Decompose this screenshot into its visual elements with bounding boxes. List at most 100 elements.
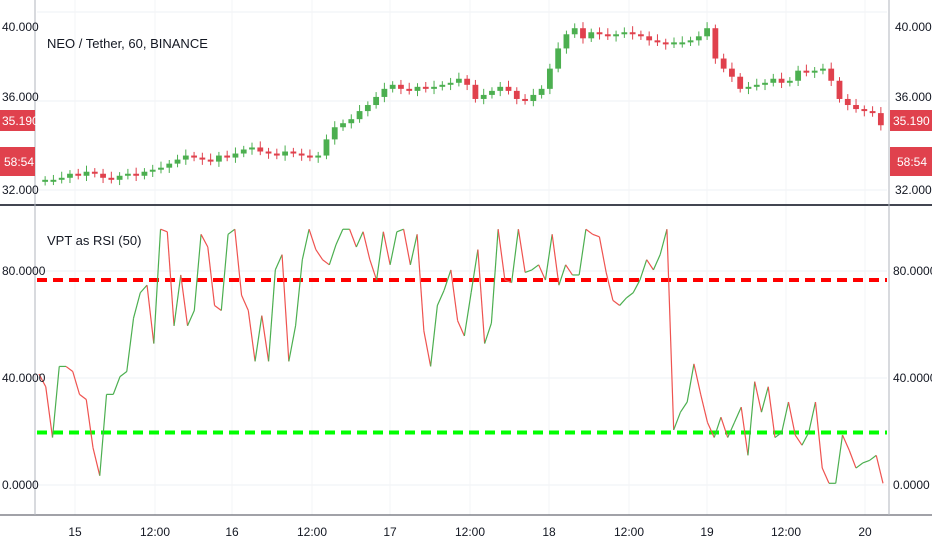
rsi-line-segment bbox=[794, 434, 803, 446]
rsi-line-segment bbox=[328, 244, 337, 265]
rsi-line-segment bbox=[45, 386, 54, 438]
rsi-line-segment bbox=[781, 401, 790, 433]
candle-body bbox=[91, 171, 98, 174]
indicator-pane[interactable] bbox=[37, 228, 887, 484]
rsi-line-segment bbox=[787, 401, 796, 436]
candle-body bbox=[737, 76, 744, 89]
grid-lines bbox=[37, 0, 887, 515]
candle-body bbox=[786, 80, 793, 83]
rsi-line-segment bbox=[254, 315, 263, 362]
rsi-line-segment bbox=[416, 234, 425, 331]
rsi-line-segment bbox=[801, 432, 810, 446]
rsi-line-segment bbox=[450, 269, 459, 321]
rsi-line-segment bbox=[369, 259, 378, 281]
rsi-line-segment bbox=[619, 297, 627, 306]
price-tick-right-1: 36.000 bbox=[895, 90, 932, 104]
last-price-label-bg bbox=[890, 110, 932, 131]
rsi-line-segment bbox=[598, 236, 607, 273]
rsi-line-segment bbox=[153, 229, 162, 344]
candle-body bbox=[398, 84, 404, 89]
candle-body bbox=[472, 84, 479, 99]
rsi-line-segment bbox=[666, 229, 675, 430]
rsi-line-segment bbox=[740, 406, 749, 456]
candle-body bbox=[75, 173, 82, 176]
candle-body bbox=[778, 78, 785, 83]
rsi-line-segment bbox=[214, 304, 222, 312]
rsi-line-segment bbox=[362, 231, 371, 260]
rsi-line-segment bbox=[835, 434, 844, 484]
candle-body bbox=[307, 155, 313, 158]
rsi-line-segment bbox=[403, 229, 411, 265]
rsi-line-segment bbox=[65, 365, 74, 372]
candle-body bbox=[497, 86, 504, 91]
rsi-line-segment bbox=[38, 373, 47, 388]
rsi-line-segment bbox=[247, 310, 256, 362]
candle-body bbox=[877, 113, 884, 126]
candle-body bbox=[522, 98, 528, 101]
rsi-line-segment bbox=[173, 274, 182, 326]
candle-body bbox=[58, 177, 65, 180]
rsi-line-segment bbox=[760, 386, 769, 413]
rsi-line-segment bbox=[79, 393, 87, 400]
candle-body bbox=[42, 179, 49, 182]
rsi-line-segment bbox=[733, 406, 742, 423]
rsi-line-segment bbox=[267, 269, 276, 362]
candle-body bbox=[431, 86, 437, 89]
rsi-line-segment bbox=[821, 467, 830, 484]
rsi-line-segment bbox=[538, 264, 546, 281]
rsi-line-segment bbox=[423, 330, 432, 367]
time-axis[interactable]: 15 12:00 16 12:00 17 12:00 18 12:00 19 1… bbox=[68, 525, 872, 539]
price-tick-left-2: 32.000 bbox=[2, 183, 39, 197]
time-label: 12:00 bbox=[140, 525, 170, 539]
countdown-label-left: 58:54 bbox=[0, 147, 35, 176]
time-label: 20 bbox=[858, 525, 872, 539]
candle-body bbox=[422, 86, 429, 89]
last-price-label-right: 35.190 bbox=[890, 110, 932, 131]
rsi-line-segment bbox=[720, 417, 729, 438]
rsi-line-segment bbox=[497, 229, 506, 281]
candle-body bbox=[166, 163, 173, 168]
rsi-line-segment bbox=[652, 254, 661, 271]
candle-body bbox=[770, 78, 777, 83]
rsi-line-segment bbox=[139, 284, 148, 294]
candle-body bbox=[414, 86, 421, 91]
rsi-line-segment bbox=[241, 295, 249, 311]
price-pane[interactable] bbox=[42, 22, 884, 186]
candle-body bbox=[406, 88, 413, 91]
rsi-line-segment bbox=[470, 249, 479, 293]
rsi-line-segment bbox=[234, 229, 243, 296]
ind-tick-left-1: 40.0000 bbox=[2, 371, 46, 385]
candle-body bbox=[439, 84, 446, 87]
candle-body bbox=[555, 48, 562, 69]
candle-body bbox=[216, 155, 222, 162]
candle-body bbox=[613, 34, 619, 37]
candle-body bbox=[629, 32, 636, 35]
rsi-line-segment bbox=[281, 254, 290, 362]
candle-body bbox=[174, 159, 181, 164]
ind-tick-right-1: 40.0000 bbox=[893, 371, 932, 385]
candle-body bbox=[704, 28, 710, 37]
rsi-line-segment bbox=[808, 401, 817, 433]
rsi-line-segment bbox=[626, 292, 634, 299]
rsi-line-segment bbox=[612, 299, 621, 306]
rsi-line-segment bbox=[679, 401, 688, 413]
rsi-line-segment bbox=[457, 320, 465, 337]
rsi-line-segment bbox=[349, 229, 357, 248]
rsi-line-segment bbox=[558, 264, 567, 286]
rsi-line-segment bbox=[409, 234, 418, 265]
rsi-line-segment bbox=[814, 401, 823, 469]
candle-body bbox=[108, 177, 115, 180]
candle-body bbox=[621, 32, 628, 35]
rsi-line-segment bbox=[517, 229, 526, 273]
countdown-label-right: 58:54 bbox=[890, 147, 932, 176]
candle-body bbox=[182, 155, 189, 160]
rsi-line-segment bbox=[51, 366, 60, 438]
candle-body bbox=[100, 173, 106, 178]
rsi-line-segment bbox=[193, 234, 202, 311]
candle-body bbox=[596, 32, 603, 35]
ind-tick-left-0: 80.0000 bbox=[2, 264, 46, 278]
candle-body bbox=[331, 127, 338, 140]
last-price-text: 35.190 bbox=[2, 114, 39, 128]
rsi-line-segment bbox=[85, 399, 94, 448]
